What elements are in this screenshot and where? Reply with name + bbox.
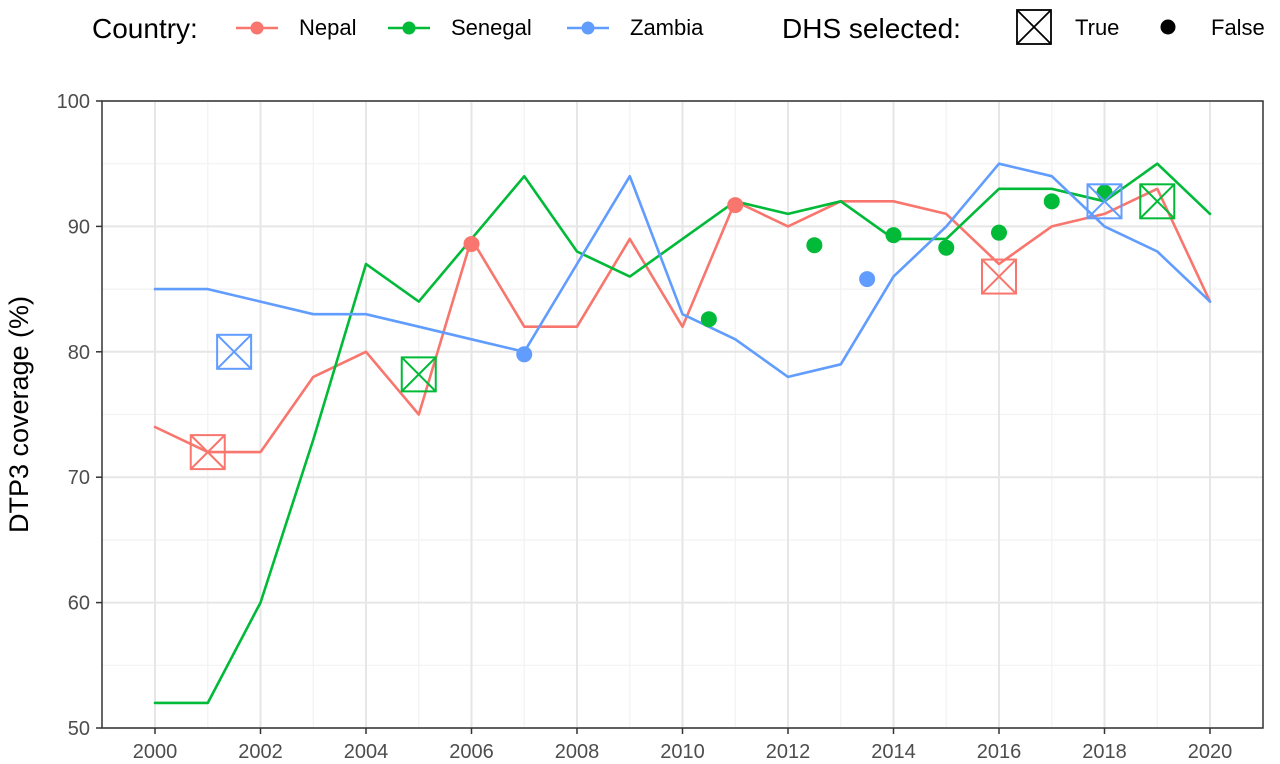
x-tick-label: 2020 [1188,741,1233,763]
series-line-nepal [153,187,1212,454]
dhs-unselected-marker-senegal [1096,184,1113,201]
dhs-unselected-marker-senegal [991,224,1007,241]
x-tick-label: 2004 [344,741,389,763]
dhs-selected-marker-senegal [1139,183,1176,220]
dhs-selected-marker-senegal [400,356,437,393]
dhs-unselected-marker-senegal [700,311,717,328]
dhs-unselected-marker-nepal [727,197,744,214]
series-line-senegal [153,162,1212,705]
legend-item-dhs-true: True [1016,9,1119,45]
y-tick-label: 50 [68,718,90,740]
legend-item-senegal: Senegal [388,15,532,40]
dhs-unselected-marker-senegal [885,227,902,244]
x-tick-label: 2008 [555,741,600,763]
y-axis-title: DTP3 coverage (%) [4,296,34,533]
dhs-selected-marker-nepal [189,434,226,471]
x-axis: 2000 2002 2004 2006 2008 2010 2012 2014 2016 2018… [133,728,1233,763]
legend-dhs-title: DHS selected: [782,13,961,44]
x-tick-label: 2002 [238,741,283,763]
legend-item-nepal: Nepal [236,15,356,40]
legend-country-title: Country: [92,13,198,44]
x-tick-label: 2006 [449,741,494,763]
legend-label-dhs-true: True [1075,15,1119,40]
boxed-x-icon [1016,9,1052,45]
y-axis: 50 60 70 80 90 100 [57,91,102,740]
legend: Country: Nepal Senegal Zambia DHS select… [92,9,1265,45]
plot-panel [101,100,1264,729]
x-tick-label: 2012 [766,741,811,763]
legend-label-dhs-false: False [1211,15,1265,40]
legend-point-nepal [250,21,264,35]
x-tick-label: 2014 [871,741,916,763]
dhs-unselected-marker-zambia [516,346,533,363]
legend-item-zambia: Zambia [567,15,704,40]
filled-circle-icon [1160,19,1176,35]
dhs-selected-marker-zambia [216,333,253,370]
y-tick-label: 90 [68,216,90,238]
series-lines [153,162,1212,705]
dhs-selected-marker-nepal [981,258,1017,295]
dhs-unselected-marker-zambia [859,271,876,288]
series-line-zambia [153,162,1212,379]
y-tick-label: 100 [57,91,90,113]
legend-point-zambia [581,21,595,35]
x-tick-label: 2000 [133,741,178,763]
x-tick-label: 2010 [660,741,705,763]
x-tick-label: 2018 [1082,741,1127,763]
legend-item-dhs-false: False [1160,15,1265,40]
x-tick-label: 2016 [977,741,1022,763]
dhs-unselected-marker-senegal [806,237,823,254]
legend-point-senegal [402,21,416,35]
dhs-unselected-marker-senegal [1043,193,1060,210]
dhs-selected-marker-zambia [1086,183,1123,220]
y-tick-label: 60 [68,593,90,615]
dhs-markers [189,183,1176,471]
dhs-unselected-marker-senegal [938,239,955,256]
legend-label-nepal: Nepal [299,15,356,40]
y-tick-label: 80 [68,342,90,364]
dhs-unselected-marker-nepal [463,235,480,252]
y-tick-label: 70 [68,467,90,489]
legend-label-zambia: Zambia [630,15,704,40]
legend-label-senegal: Senegal [451,15,532,40]
